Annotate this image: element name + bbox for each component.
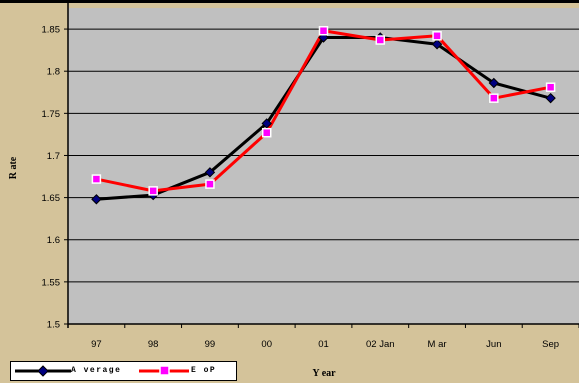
y-tick-label-5: 1.75 [42, 109, 61, 120]
x-tick-label-0: 97 [91, 339, 102, 350]
y-axis-title: R ate [8, 156, 19, 179]
data-point-eop-0 [91, 174, 102, 184]
data-point-eop-4 [318, 26, 329, 36]
legend-swatch-average [15, 365, 71, 377]
legend-swatch-eop [139, 365, 189, 376]
data-point-eop-2 [205, 179, 215, 189]
data-point-eop-5 [375, 35, 386, 45]
top-border-rule [0, 0, 579, 3]
x-tick-label-5: 02 Jan [366, 339, 395, 350]
data-point-average-3 [261, 118, 272, 129]
x-tick-label-4: 01 [318, 339, 329, 350]
data-point-eop-7 [489, 93, 499, 103]
data-point-eop-1 [148, 186, 158, 196]
y-tick-label-4: 1.7 [47, 151, 60, 162]
x-tick-label-7: Jun [486, 339, 501, 350]
x-tick-label-3: 00 [261, 339, 272, 350]
y-tick-label-6: 1.8 [47, 67, 60, 78]
data-point-average-6 [431, 39, 443, 50]
x-tick-label-8: Sep [542, 339, 559, 350]
x-axis-title: Y ear [312, 368, 336, 379]
legend-item-average: A verage [15, 364, 125, 378]
data-point-average-4 [318, 32, 329, 43]
data-point-eop-6 [432, 31, 442, 41]
legend-label-eop: E oP [191, 366, 217, 375]
x-tick-label-2: 99 [205, 339, 216, 350]
data-point-average-2 [204, 167, 216, 178]
legend-item-eop: E oP [139, 364, 235, 378]
y-tick-label-3: 1.65 [42, 193, 61, 204]
x-tick-label-1: 98 [148, 339, 159, 350]
y-tick-label-7: 1.85 [42, 25, 61, 36]
data-point-average-0 [91, 194, 102, 205]
y-tick-label-0: 1.5 [47, 320, 60, 331]
data-point-eop-3 [261, 127, 272, 138]
data-point-average-8 [545, 92, 556, 104]
x-tick-label-6: M ar [428, 339, 447, 350]
legend: A verage E oP [10, 361, 237, 381]
plot-area [68, 8, 579, 324]
data-point-average-7 [488, 77, 500, 89]
data-point-eop-8 [545, 82, 556, 92]
legend-label-average: A verage [71, 366, 122, 375]
y-tick-label-1: 1.55 [42, 277, 61, 288]
y-tick-label-2: 1.6 [47, 235, 60, 246]
